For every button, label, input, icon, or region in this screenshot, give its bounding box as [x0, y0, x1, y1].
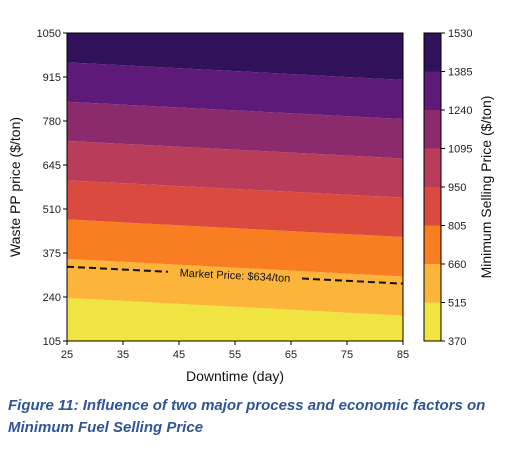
colorbar-segment: [424, 187, 441, 226]
colorbar-tick-label: 1240: [448, 105, 472, 117]
x-tick-label: 25: [61, 349, 73, 361]
colorbar-tick-label: 1385: [448, 67, 472, 79]
y-tick-label: 375: [43, 248, 61, 260]
x-tick-label: 85: [397, 349, 409, 361]
y-tick-label: 915: [43, 72, 61, 84]
contour-band: [67, 219, 403, 277]
market-price-label: Market Price: $634/ton: [179, 267, 290, 285]
y-tick-label: 780: [43, 116, 61, 128]
colorbar-segment: [424, 33, 441, 72]
colorbar-tick-label: 1095: [448, 144, 472, 156]
y-axis-title: Waste PP price ($/ton): [7, 117, 23, 257]
colorbar-tick-label: 660: [448, 259, 466, 271]
y-axis: 105 240 375 510 645 780 915 1050: [37, 28, 67, 348]
market-price-line: [66, 265, 169, 273]
colorbar-tick-label: 515: [448, 298, 466, 310]
colorbar-segment: [424, 148, 441, 187]
colorbar-tick-label: 370: [448, 336, 466, 348]
x-tick-label: 45: [173, 349, 185, 361]
y-tick-label: 1050: [37, 28, 61, 40]
x-tick-label: 65: [285, 349, 297, 361]
colorbar-tick-label: 1530: [448, 28, 472, 40]
contour-band: [67, 33, 403, 80]
y-tick-label: 240: [43, 292, 61, 304]
contour-band: [67, 258, 403, 316]
y-tick-label: 645: [43, 160, 61, 172]
contour-band: [67, 140, 403, 198]
colorbar-segment: [424, 71, 441, 110]
x-tick-label: 55: [229, 349, 241, 361]
heatmap-chart: Market Price: $634/ton 25 35 45 55 65 75 85 10…: [7, 28, 494, 384]
colorbar-segment: [424, 110, 441, 149]
colorbar-segment: [424, 225, 441, 264]
x-tick-label: 35: [117, 349, 129, 361]
contour-bands: [67, 33, 403, 341]
colorbar-tick-label: 805: [448, 221, 466, 233]
market-price-line: [301, 277, 404, 285]
x-axis: 25 35 45 55 65 75 85: [61, 341, 409, 361]
market-price-layer: Market Price: $634/ton: [66, 265, 404, 285]
contour-band: [67, 180, 403, 238]
y-tick-label: 510: [43, 204, 61, 216]
contour-band: [67, 297, 403, 341]
colorbar: 370 515 660 805 950 1095 1240 1385 1530: [423, 28, 472, 348]
x-tick-label: 75: [341, 349, 353, 361]
contour-band: [67, 101, 403, 159]
colorbar-segment: [424, 264, 441, 303]
colorbar-segment: [424, 302, 441, 341]
colorbar-title: Minimum Selling Price ($/ton): [478, 96, 494, 279]
y-tick-label: 105: [43, 336, 61, 348]
x-axis-title: Downtime (day): [186, 368, 284, 384]
contour-band: [67, 62, 403, 120]
figure-caption: Figure 11: Influence of two major proces…: [8, 397, 486, 436]
colorbar-tick-label: 950: [448, 182, 466, 194]
